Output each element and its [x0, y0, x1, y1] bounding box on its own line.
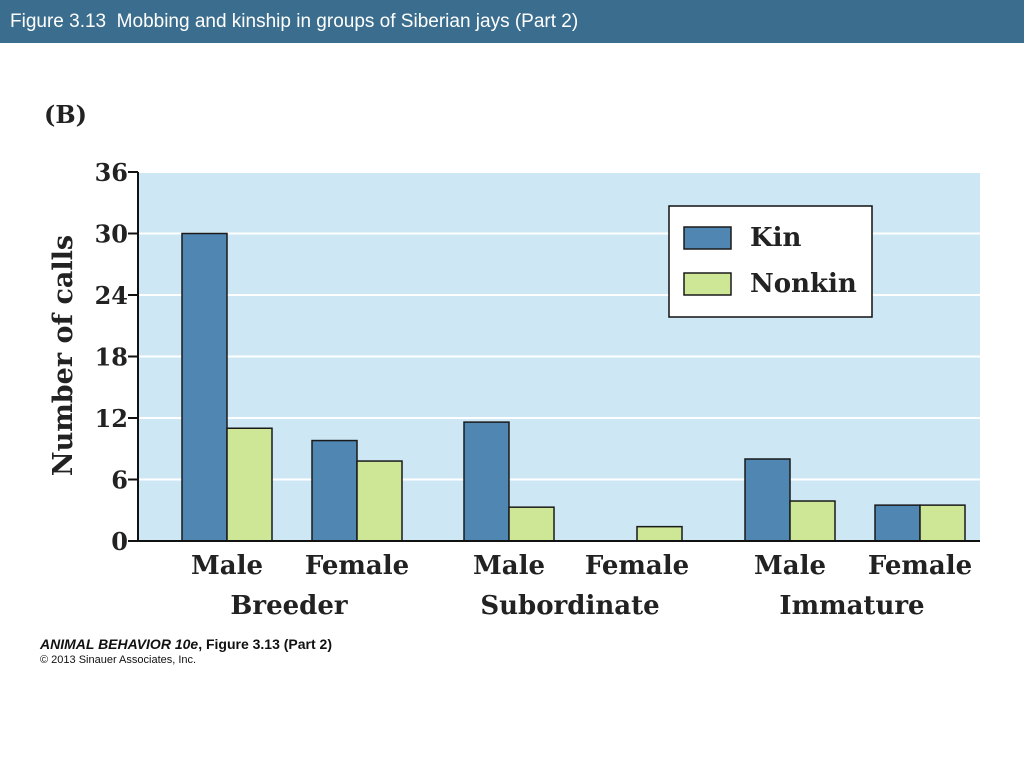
x-tick-label-5: Female	[868, 551, 972, 581]
legend-swatch-kin	[683, 226, 732, 250]
slide-title: Figure 3.13 Mobbing and kinship in group…	[0, 0, 1024, 43]
credit-copyright: © 2013 Sinauer Associates, Inc.	[40, 654, 197, 666]
x-tick-label-3: Female	[585, 551, 689, 581]
axes	[128, 171, 980, 542]
legend-label-kin: Kin	[750, 223, 801, 253]
group-label-1: Subordinate	[480, 591, 659, 621]
x-tick-label-1: Female	[305, 551, 409, 581]
y-tick-label-12: 12	[95, 404, 128, 433]
bar-nonkin-2	[508, 506, 555, 542]
y-tick-label-6: 6	[111, 466, 128, 495]
bar-kin-5	[874, 504, 921, 542]
y-tick-label-24: 24	[95, 281, 128, 310]
group-label-0: Breeder	[230, 591, 347, 621]
x-tick-label-2: Male	[473, 551, 545, 581]
legend-label-nonkin: Nonkin	[750, 269, 857, 299]
legend-swatch-nonkin	[683, 272, 732, 296]
bar-nonkin-5	[919, 504, 966, 542]
credit-book-title: ANIMAL BEHAVIOR 10e	[40, 636, 199, 652]
y-tick-label-30: 30	[95, 220, 128, 249]
bar-kin-1	[311, 439, 358, 542]
bar-kin-4	[744, 458, 791, 542]
y-axis-label: Number of calls	[48, 235, 79, 476]
x-tick-labels: Male Female Male Female Male Female	[191, 551, 972, 581]
bar-nonkin-3	[636, 525, 683, 542]
legend-box	[668, 205, 873, 318]
y-tick-label-0: 0	[111, 527, 128, 556]
group-labels: Breeder Subordinate Immature	[230, 591, 924, 621]
bar-kin-0	[181, 232, 228, 542]
group-label-2: Immature	[779, 591, 924, 621]
bar-nonkin-1	[356, 460, 403, 542]
x-tick-label-4: Male	[754, 551, 826, 581]
bar-chart: 0 6 12 18 24 30 36 Male Female Male Female Male Fem…	[48, 158, 980, 621]
y-tick-label-18: 18	[95, 343, 128, 372]
bar-nonkin-0	[226, 427, 273, 542]
panel-label: (B)	[44, 100, 87, 129]
bars	[181, 232, 966, 542]
bar-nonkin-4	[789, 500, 836, 542]
bar-kin-2	[463, 421, 510, 542]
figure-credit: ANIMAL BEHAVIOR 10e, Figure 3.13 (Part 2…	[40, 636, 332, 666]
y-tick-label-36: 36	[95, 158, 128, 187]
legend: Kin Nonkin	[668, 205, 873, 318]
x-tick-label-0: Male	[191, 551, 263, 581]
credit-figure-ref: , Figure 3.13 (Part 2)	[198, 636, 333, 652]
y-tick-labels: 0 6 12 18 24 30 36	[95, 158, 128, 556]
